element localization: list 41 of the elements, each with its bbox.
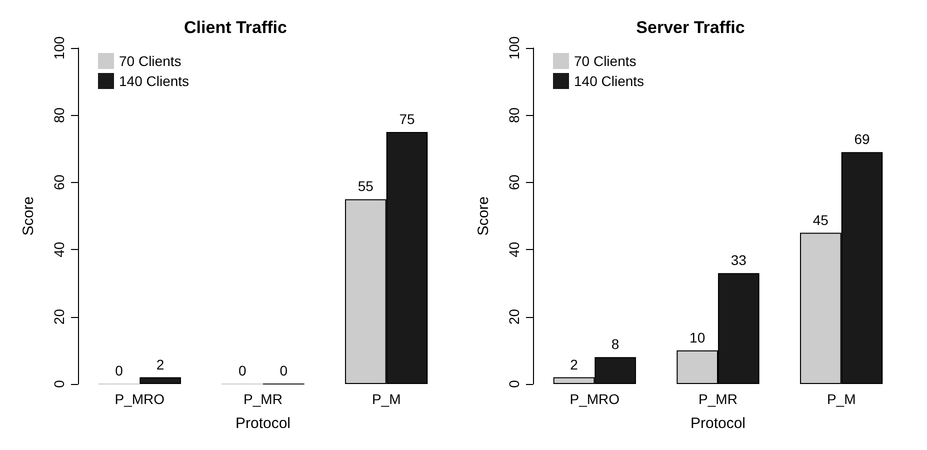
- y-axis-title: Score: [475, 196, 492, 236]
- x-tick-label: P_M: [372, 391, 401, 407]
- x-tick-label: P_MRO: [114, 391, 165, 407]
- y-tick-label: 40: [506, 242, 522, 258]
- x-axis-title: Protocol: [690, 415, 746, 432]
- chart-title: Client Traffic: [184, 18, 287, 37]
- y-tick-label: 0: [506, 380, 522, 388]
- x-tick-label: P_MR: [244, 391, 282, 407]
- y-tick-label: 20: [51, 308, 67, 325]
- y-tick-label: 20: [506, 308, 522, 325]
- data-label: 2: [570, 356, 578, 372]
- data-label: 55: [358, 178, 374, 194]
- x-tick-label: P_MRO: [570, 391, 620, 407]
- y-tick-label: 100: [51, 36, 67, 60]
- y-tick-label: 60: [51, 174, 67, 190]
- y-tick-label: 100: [506, 36, 522, 60]
- data-label: 0: [115, 362, 124, 378]
- data-label: 0: [280, 362, 288, 378]
- data-label: 33: [730, 252, 747, 268]
- y-tick-label: 0: [51, 380, 67, 388]
- data-label: 45: [812, 212, 829, 228]
- data-label: 75: [399, 111, 415, 127]
- y-axis-title: Score: [20, 196, 37, 236]
- y-tick-label: 60: [506, 174, 522, 190]
- data-label: 69: [854, 131, 870, 148]
- x-tick-label: P_M: [826, 391, 856, 407]
- data-label: 0: [238, 362, 246, 378]
- bar: [140, 377, 181, 384]
- x-axis-title: Protocol: [235, 415, 291, 432]
- y-tick-label: 80: [51, 107, 67, 123]
- legend-label: 70 Clients: [119, 53, 182, 69]
- data-label: 10: [690, 329, 706, 346]
- x-tick-label: P_MR: [698, 391, 738, 407]
- legend-label: 140 Clients: [574, 73, 644, 89]
- data-label: 2: [156, 356, 164, 372]
- y-tick-label: 80: [506, 107, 522, 123]
- y-tick-label: 40: [51, 242, 67, 258]
- legend-label: 140 Clients: [119, 73, 190, 89]
- data-label: 8: [611, 336, 620, 352]
- chart-title: Server Traffic: [636, 18, 745, 37]
- legend-label: 70 Clients: [574, 53, 636, 69]
